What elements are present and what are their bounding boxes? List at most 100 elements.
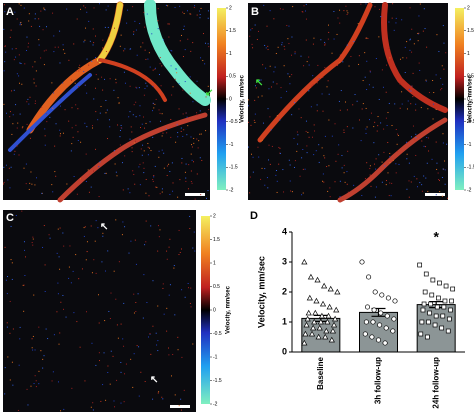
noise-dot: [3, 183, 5, 185]
noise-dot: [286, 25, 288, 27]
noise-dot: [122, 338, 124, 340]
noise-dot: [109, 318, 111, 320]
noise-dot: [6, 322, 8, 324]
noise-dot: [120, 323, 122, 325]
noise-dot: [94, 57, 96, 59]
noise-dot: [79, 64, 81, 66]
noise-dot: [11, 278, 13, 280]
noise-dot: [270, 129, 272, 131]
noise-dot: [395, 17, 397, 19]
noise-dot: [19, 113, 21, 115]
noise-dot: [15, 104, 17, 106]
noise-dot: [413, 175, 415, 177]
noise-dot: [32, 349, 34, 351]
noise-dot: [401, 91, 403, 93]
noise-dot: [248, 121, 250, 123]
noise-dot: [84, 226, 86, 228]
noise-dot: [132, 114, 134, 116]
noise-dot: [179, 179, 181, 181]
point: [322, 333, 329, 340]
noise-dot: [68, 59, 70, 61]
noise-dot: [104, 172, 106, 174]
noise-dot: [90, 225, 92, 227]
noise-dot: [23, 167, 25, 169]
noise-dot: [410, 136, 412, 138]
noise-dot: [178, 405, 180, 407]
noise-dot: [135, 29, 137, 31]
vessels-b: [257, 2, 448, 203]
noise-dot: [189, 13, 191, 15]
noise-dot: [91, 342, 93, 344]
noise-dot: [265, 47, 267, 49]
noise-dot: [4, 393, 6, 395]
noise-dot: [421, 184, 423, 186]
noise-dot: [71, 79, 73, 81]
noise-dot: [168, 294, 170, 296]
noise-dot: [55, 123, 57, 125]
noise-dot: [158, 109, 160, 111]
noise-dot: [438, 51, 440, 53]
noise-dot: [284, 48, 286, 50]
noise-dot: [441, 65, 443, 67]
colorbar-tick-label: 0.5: [467, 74, 474, 80]
noise-dot: [141, 123, 143, 125]
noise-dot: [399, 83, 401, 85]
noise-dot: [190, 306, 192, 308]
noise-dot: [107, 5, 109, 7]
noise-dot: [301, 11, 303, 13]
noise-dot: [178, 229, 180, 231]
noise-dot: [423, 175, 425, 177]
noise-dot: [9, 111, 11, 113]
noise-dot: [264, 44, 266, 46]
noise-dot: [416, 178, 418, 180]
point: [450, 286, 456, 292]
colorbar-tick-label: -2: [229, 187, 234, 193]
noise-dot: [386, 124, 388, 126]
noise-dot: [254, 85, 256, 87]
noise-dot: [266, 25, 268, 27]
noise-dot: [107, 365, 109, 367]
noise-dot: [97, 78, 99, 80]
noise: [3, 3, 448, 412]
noise-dot: [88, 20, 90, 22]
noise-dot: [436, 168, 438, 170]
noise-dot: [58, 101, 60, 103]
noise-dot: [397, 134, 399, 136]
noise-dot: [374, 196, 376, 198]
noise-dot: [264, 168, 266, 170]
noise-dot: [354, 94, 356, 96]
noise-dot: [313, 37, 315, 39]
noise-dot: [59, 129, 61, 131]
noise-dot: [413, 43, 415, 45]
noise-dot: [95, 220, 97, 222]
noise-dot: [248, 99, 250, 101]
noise-dot: [152, 110, 154, 112]
noise-dot: [186, 10, 188, 12]
noise-dot: [83, 5, 85, 7]
noise-dot: [95, 35, 97, 37]
noise-dot: [193, 137, 195, 139]
noise-dot: [21, 83, 23, 85]
noise-dot: [38, 18, 40, 20]
noise-dot: [378, 154, 380, 156]
noise-dot: [32, 244, 34, 246]
noise-dot: [13, 153, 15, 155]
noise-dot: [305, 120, 307, 122]
noise-dot: [187, 188, 189, 190]
noise-dot: [177, 196, 179, 198]
noise-dot: [120, 371, 122, 373]
noise-dot: [25, 163, 27, 165]
noise-dot: [68, 266, 70, 268]
noise-dot: [84, 84, 86, 86]
noise-dot: [54, 145, 56, 147]
noise-dot: [368, 84, 370, 86]
noise-dot: [100, 105, 102, 107]
noise-dot: [262, 64, 264, 66]
noise-dot: [9, 332, 11, 334]
noise-dot: [205, 130, 207, 132]
noise-dot: [174, 314, 176, 316]
noise-dot: [79, 68, 81, 70]
noise-dot: [205, 96, 207, 98]
noise-dot: [178, 108, 180, 110]
noise-dot: [183, 28, 185, 30]
